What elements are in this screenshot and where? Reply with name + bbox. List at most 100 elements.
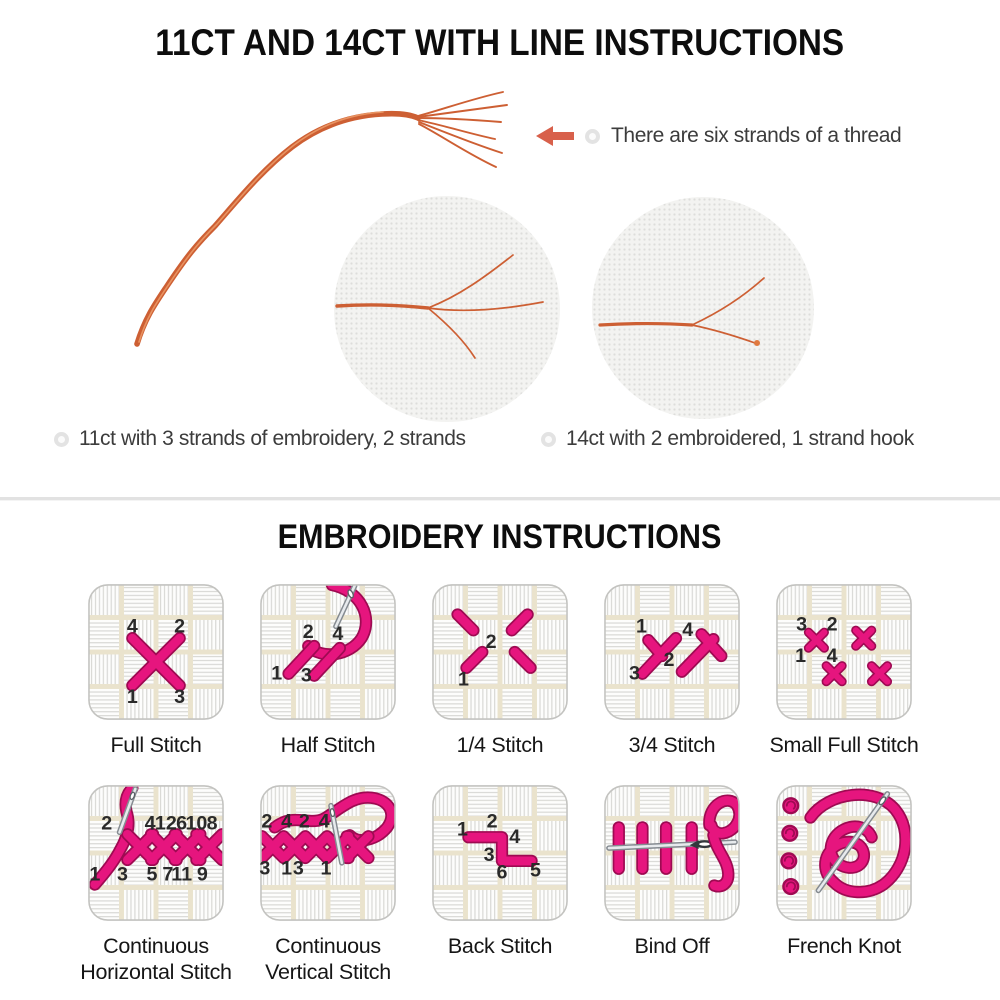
svg-text:1: 1	[271, 663, 282, 685]
svg-text:1: 1	[458, 669, 469, 691]
three-quarter-stitches	[636, 628, 728, 680]
thread-swirl	[804, 788, 912, 899]
stitch-card-continuous-horizontal: 2 4 12 6 10 8 1 3 5 7 11 9 Continuous Ho…	[70, 784, 242, 985]
svg-text:4: 4	[332, 623, 343, 645]
stitch-label: Continuous Vertical Stitch	[265, 934, 391, 985]
stitch-card-full-stitch: 4 2 1 3 Full Stitch	[70, 583, 242, 758]
thread-section: 11CT AND 14CT WITH LINE INSTRUCTIONS The…	[0, 0, 1000, 497]
working-thread	[268, 791, 396, 847]
svg-text:2: 2	[174, 615, 185, 637]
stitch-label: Full Stitch	[110, 733, 202, 757]
svg-text:2: 2	[487, 811, 498, 833]
svg-text:2: 2	[486, 631, 497, 653]
continuous-horizontal-diagram: 2 4 12 6 10 8 1 3 5 7 11 9	[88, 785, 224, 922]
thread-note-row: There are six strands of a thread	[536, 124, 902, 148]
section-title-wrap: 11CT AND 14CT WITH LINE INSTRUCTIONS	[0, 22, 1000, 64]
svg-text:2: 2	[261, 811, 272, 833]
svg-text:4: 4	[319, 811, 330, 833]
svg-text:2: 2	[303, 621, 314, 643]
cross-stitch-row	[121, 828, 224, 867]
svg-text:5: 5	[530, 860, 541, 882]
small-cross-stitches	[803, 625, 893, 687]
thread-3-strands	[335, 254, 544, 359]
svg-text:3: 3	[796, 613, 807, 635]
svg-text:12: 12	[155, 813, 177, 835]
embroidery-instructions-title: EMBROIDERY INSTRUCTIONS	[278, 518, 722, 556]
stitch-card-quarter-stitch: 2 1 1/4 Stitch	[414, 583, 586, 758]
svg-text:1: 1	[457, 818, 468, 840]
svg-text:1: 1	[321, 858, 332, 880]
needle-icon	[116, 786, 139, 836]
stitch-card-small-full-stitch: 3 2 1 4 Small Full Stitch	[758, 583, 930, 758]
embroidery-title-wrap: EMBROIDERY INSTRUCTIONS	[0, 501, 1000, 557]
svg-text:5: 5	[147, 864, 158, 886]
back-stitch-diagram: 1 2 4 3 6 5	[432, 785, 568, 922]
svg-text:3: 3	[174, 686, 185, 708]
stitch-grid-row-1: 4 2 1 3 Full Stitch	[0, 583, 1000, 758]
svg-text:2: 2	[664, 649, 675, 671]
stitch-label: Half Stitch	[280, 733, 376, 757]
thread-note: There are six strands of a thread	[611, 124, 902, 147]
six-strand-thread-illustration	[134, 91, 508, 347]
half-stitch-diagram: 2 4 1 3	[260, 584, 396, 720]
fabric-sample-11ct	[334, 196, 560, 422]
bullet-icon	[54, 431, 69, 447]
stitch-grid-row-2: 2 4 12 6 10 8 1 3 5 7 11 9 Continuous Ho…	[0, 784, 1000, 985]
svg-text:6: 6	[496, 862, 507, 884]
quarter-stitch-diagram: 2 1	[432, 584, 568, 720]
needle-icon	[815, 791, 891, 894]
cross-stitch-x	[126, 632, 186, 692]
section-divider	[0, 497, 1000, 501]
svg-text:3: 3	[484, 844, 495, 866]
stitch-label: 1/4 Stitch	[456, 733, 544, 757]
bind-off-diagram	[604, 785, 740, 922]
bullet-icon	[541, 431, 556, 447]
needle-icon	[333, 584, 358, 630]
stitch-card-half-stitch: 2 4 1 3 Half Stitch	[242, 583, 414, 758]
stitch-label: 3/4 Stitch	[628, 733, 716, 757]
embroidery-section: EMBROIDERY INSTRUCTIONS 4 2	[0, 501, 1000, 986]
svg-text:4: 4	[145, 813, 156, 835]
stitch-card-back-stitch: 1 2 4 3 6 5 Back Stitch	[414, 784, 586, 985]
bullet-icon	[585, 128, 600, 144]
svg-text:4: 4	[682, 619, 693, 641]
stitch-label: Continuous Horizontal Stitch	[80, 934, 232, 985]
thread-body	[134, 91, 508, 347]
svg-text:2: 2	[827, 613, 838, 635]
caption-11ct: 11ct with 3 strands of embroidery, 2 str…	[54, 427, 466, 451]
thread-2-strands	[598, 277, 765, 346]
svg-text:2: 2	[299, 811, 310, 833]
svg-text:7: 7	[162, 864, 173, 886]
french-knot-diagram	[776, 785, 912, 922]
full-stitch-diagram: 4 2 1 3	[88, 584, 224, 720]
svg-text:4: 4	[509, 826, 520, 848]
svg-text:1: 1	[127, 686, 138, 708]
quarter-stitches	[451, 608, 537, 674]
back-stitch-line	[462, 831, 538, 868]
needle-arrow	[689, 840, 699, 850]
svg-text:1: 1	[89, 864, 100, 886]
stitch-label: Back Stitch	[447, 934, 553, 959]
svg-text:9: 9	[197, 864, 208, 886]
svg-text:6: 6	[176, 813, 187, 835]
svg-text:3: 3	[629, 663, 640, 685]
stitch-card-french-knot: French Knot	[758, 784, 930, 985]
stitch-label: Small Full Stitch	[769, 733, 919, 757]
continuous-vertical-diagram: 2 4 2 4 3 1 3 1	[259, 785, 396, 922]
svg-text:2: 2	[101, 813, 112, 835]
stitch-card-three-quarter-stitch: 1 4 2 3 3/4 Stitch	[586, 583, 758, 758]
left-arrow-icon	[536, 126, 574, 146]
fabric-sample-14ct	[592, 197, 814, 419]
working-thread	[703, 794, 740, 893]
caption-14ct: 14ct with 2 embroidered, 1 strand hook	[541, 427, 914, 451]
french-knots	[780, 797, 800, 896]
stitch-card-continuous-vertical: 2 4 2 4 3 1 3 1 Continuous Vertical Stit…	[242, 784, 414, 985]
line-instructions-title: 11CT AND 14CT WITH LINE INSTRUCTIONS	[155, 22, 845, 63]
svg-text:10: 10	[185, 813, 207, 835]
svg-text:11: 11	[171, 864, 192, 886]
svg-text:1: 1	[795, 645, 806, 667]
svg-text:3: 3	[117, 864, 128, 886]
stitch-label: Bind Off	[634, 934, 710, 959]
svg-text:3: 3	[259, 858, 270, 880]
